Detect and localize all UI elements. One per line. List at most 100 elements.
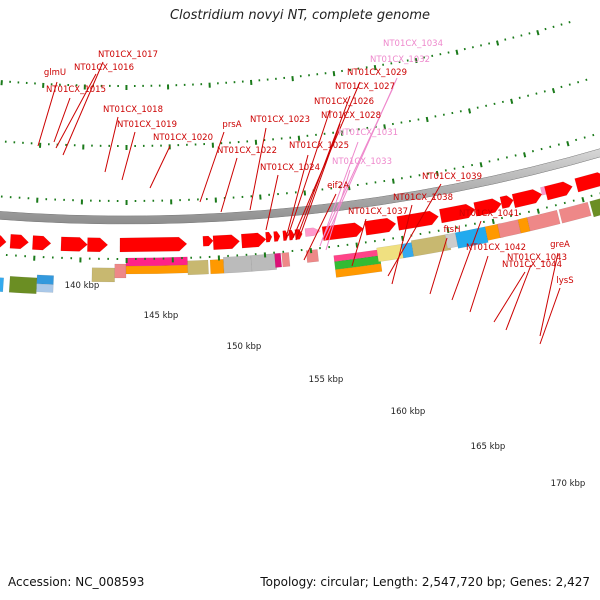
gene-label-leader (299, 123, 341, 237)
axis-label-layer: 140 kbp 145 kbp 150 kbp 155 kbp 160 kbp 165 k… (65, 281, 586, 489)
gene-label-leader (387, 183, 442, 277)
gene-label: lysS (556, 276, 573, 286)
gene-label-leader (53, 97, 71, 143)
gene-label: NT01CX_1034 (383, 39, 443, 49)
gene-arrow (60, 236, 88, 252)
scale-tick (523, 152, 527, 158)
scale-tick (557, 143, 560, 146)
scale-tick (491, 218, 495, 225)
gene-arrow (240, 232, 267, 249)
feature-block (455, 226, 489, 249)
feature-block (305, 249, 319, 263)
gene-arrow (574, 172, 600, 193)
feature-block (526, 209, 561, 232)
gene-label-leader (351, 218, 367, 267)
scale-tick (373, 64, 377, 71)
gene-label-leader (319, 141, 359, 247)
feature-block (36, 283, 54, 293)
gene-label: NT01CX_1037 (348, 207, 408, 217)
gene-label: NT01CX_1022 (217, 146, 277, 156)
feature-block (223, 255, 253, 274)
gene-label: NT01CX_1016 (74, 63, 134, 73)
scale-tick (552, 25, 555, 28)
gene-label: NT01CX_1015 (46, 85, 106, 95)
gene-arrow (499, 195, 514, 209)
scale-tick (536, 30, 540, 36)
gene-arrow (9, 234, 29, 250)
scale-tick (383, 124, 387, 130)
scale-tick (468, 108, 472, 114)
feature-block (36, 274, 54, 285)
scale-tick (560, 85, 563, 89)
axis-label: 155 kbp (309, 375, 344, 385)
axis-label: 160 kbp (391, 407, 426, 417)
scale-tick (536, 208, 540, 214)
gene-label: NT01CX_1019 (117, 120, 177, 130)
feature-block (517, 217, 531, 234)
gene-label-leader (429, 237, 448, 295)
scale-tick (479, 162, 483, 168)
gene-arrow (0, 235, 7, 248)
gene-label-leader (220, 157, 238, 213)
gene-label: NT01CX_1026 (314, 97, 374, 107)
scale-tick (425, 116, 429, 123)
gene-arrow (304, 227, 321, 237)
gene-label-leader (295, 95, 351, 241)
gene-label-leader (321, 87, 394, 241)
gene-label: NT01CX_1039 (422, 172, 482, 182)
scale-tick (560, 23, 563, 26)
scale-tick (575, 138, 578, 142)
feature-block (0, 277, 4, 293)
genome-summary-text: Topology: circular; Length: 2,547,720 bp… (260, 575, 590, 589)
scale-tick (544, 27, 547, 31)
scale-tick (566, 141, 570, 147)
scale-tick (495, 40, 500, 46)
scale-tick (446, 227, 450, 234)
gene-label: NT01CX_1025 (289, 141, 349, 151)
gene-label: NT01CX_1023 (250, 115, 310, 125)
gene-label: NT01CX_1029 (347, 68, 407, 78)
gene-arrow (202, 235, 214, 247)
feature-block (558, 201, 592, 224)
gene-label: NT01CX_1017 (98, 50, 158, 60)
feature-block (589, 198, 600, 218)
gene-label: NT01CX_1028 (321, 111, 381, 121)
gene-arrow (473, 198, 502, 217)
gene-arrow (212, 234, 240, 250)
scale-tick (528, 32, 531, 35)
scale-tick (510, 98, 514, 105)
scale-tick (568, 21, 571, 24)
scale-tick (535, 92, 538, 95)
feature-block (281, 252, 291, 268)
gene-label: NT01CX_1038 (393, 193, 453, 203)
axis-label: 150 kbp (227, 342, 262, 352)
label-layer: NT01CX_1034 NT01CX_1032 NT01CX_1017 NT01CX_… (44, 39, 574, 286)
feature-block (8, 276, 38, 295)
gene-label-leader (55, 73, 97, 149)
tick-layer (0, 21, 600, 264)
scale-tick (309, 248, 313, 254)
scale-tick (520, 34, 523, 37)
scale-tick (592, 133, 595, 137)
gene-label-leader (325, 169, 351, 251)
scale-tick (581, 197, 585, 203)
scale-tick (572, 199, 575, 202)
scale-tick (435, 170, 439, 177)
feature-block (274, 252, 283, 268)
axis-label: 145 kbp (144, 311, 179, 321)
gene-arrow (364, 217, 397, 236)
scale-tick (590, 194, 593, 197)
gene-label: NT01CX_1032 (370, 55, 430, 65)
feature-block (114, 263, 127, 279)
feature-layer (0, 172, 600, 295)
gene-label: NT01CX_1027 (335, 82, 395, 92)
gene-label: prsA (222, 120, 241, 130)
gene-arrow (119, 236, 188, 253)
gene-label-leader (451, 220, 482, 301)
scale-tick (297, 135, 301, 141)
gene-label-leader (303, 193, 337, 261)
gene-arrow (32, 235, 52, 251)
scale-tick (583, 136, 586, 139)
